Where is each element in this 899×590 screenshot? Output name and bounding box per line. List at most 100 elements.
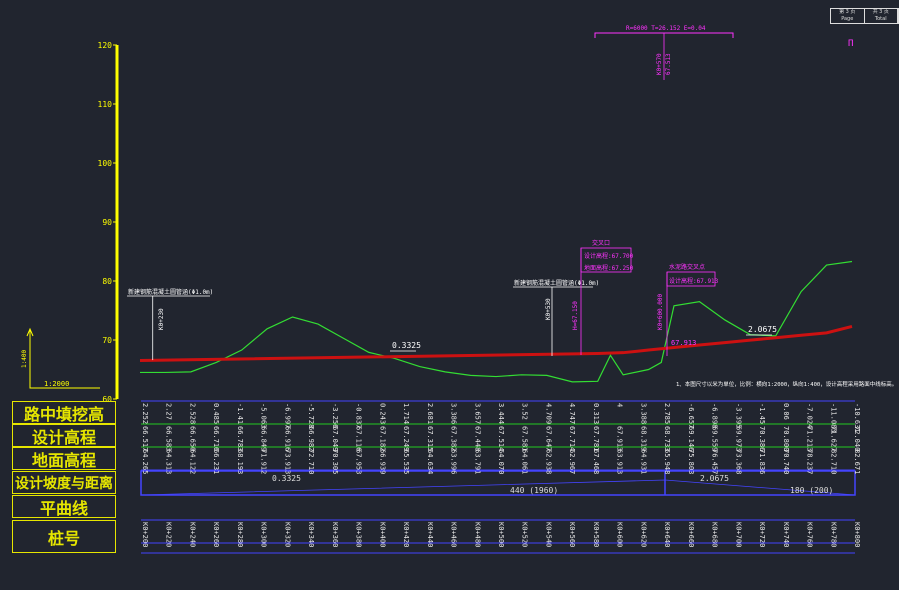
- ground-polyline: [140, 260, 853, 383]
- horizontal-scale-label: 1:2000: [44, 380, 69, 388]
- fill-cut-value: -7.024: [806, 403, 814, 428]
- junction-box: [580, 247, 632, 273]
- ground-elev-value: 62.938: [544, 449, 552, 474]
- fill-cut-value: -6.657: [687, 403, 695, 428]
- axis-tick-label: 100: [98, 159, 113, 168]
- station-label: K0+480: [473, 522, 481, 547]
- seg2-grade: 2.0675: [700, 474, 729, 483]
- bridge2-elev: H=67.150: [572, 301, 579, 330]
- station-label: K0+280: [236, 522, 244, 547]
- ground-elev-value: 78.237: [806, 449, 814, 474]
- design-elev-value: 67.647: [544, 426, 552, 451]
- station-label: K0+520: [521, 522, 529, 547]
- fill-cut-value: 0.313: [592, 403, 600, 424]
- axis-tick-label: 90: [102, 218, 112, 227]
- design-elev-value: 66.916: [283, 426, 291, 451]
- station-label: K0+220: [165, 522, 173, 547]
- scale-arrow: [26, 327, 34, 337]
- vc-marker: Π: [848, 39, 853, 49]
- ground-elev-value: 63.791: [473, 449, 481, 474]
- ground-elev-value: 76.457: [711, 449, 719, 474]
- station-label: K0+760: [806, 522, 814, 547]
- station-label: K0+300: [260, 522, 268, 547]
- design-elev-value: 67.049: [331, 426, 339, 451]
- fill-cut-value: 0.06: [782, 403, 790, 420]
- ground-elev-value: 71.836: [758, 449, 766, 474]
- axis-tick-label: 70: [102, 336, 112, 345]
- design-elev-value: 67.249: [402, 426, 410, 451]
- fill-cut-value: 2.681: [426, 403, 434, 424]
- seg2-length: 180 (200): [790, 486, 833, 495]
- fill-cut-value: 2.528: [188, 403, 196, 424]
- fill-cut-value: -5.063: [260, 403, 268, 428]
- design-elev-value: 72.040: [853, 426, 861, 451]
- grade2-label: 2.0675: [748, 325, 777, 334]
- axis-tick-label: 60: [102, 395, 112, 404]
- station-label: K0+440: [426, 522, 434, 547]
- seg1-grade: 0.3325: [272, 474, 301, 483]
- ground-elev-value: 63.996: [450, 449, 458, 474]
- ground-elev-value: 66.231: [212, 449, 220, 474]
- design-elev-value: 70.800: [782, 426, 790, 451]
- annotations: 新建钢筋混凝土圆管涵(Φ1.0m) K0+230 新建钢筋混凝土圆管涵(Φ1.0m)…: [127, 25, 897, 388]
- fill-cut-value: 1.714: [402, 403, 410, 424]
- ground-elev-value: 82.671: [853, 449, 861, 474]
- design-elev-value: 69.559: [711, 426, 719, 451]
- fill-cut-value: 2.785: [663, 403, 671, 424]
- design-elev-value: 67.315: [426, 426, 434, 451]
- station-label: K0+200: [141, 522, 149, 547]
- station-label: K0+240: [188, 522, 196, 547]
- sheet-total-cell: 共 3 页 Total: [865, 9, 898, 23]
- station-label: K0+340: [307, 522, 315, 547]
- vc-elevation: 67.513: [665, 53, 672, 75]
- fill-cut-value: 3.386: [450, 403, 458, 424]
- ramp-station: K0+600.000: [657, 293, 664, 330]
- drawing-note: 1、本图尺寸以米为单位，比例：横向1:2000，纵向1:400，设计高程采用路面…: [676, 380, 897, 388]
- station-label: K0+360: [331, 522, 339, 547]
- station-label: K0+580: [592, 522, 600, 547]
- design-elev-value: 68.319: [639, 426, 647, 451]
- station-label: K0+740: [782, 522, 790, 547]
- station-label: K0+320: [283, 522, 291, 547]
- design-elev-label: 67.913: [671, 339, 696, 347]
- ramp-title: 水泥路交叉点: [669, 263, 705, 271]
- ground-elev-value: 64.634: [426, 449, 434, 474]
- fill-cut-value: 3.657: [473, 403, 481, 424]
- design-elev-value: 70.386: [758, 426, 766, 451]
- elevation-axis: 120 110 100 90 80 70 60 1:2000 1:400: [21, 41, 119, 404]
- station-label: K0+620: [639, 522, 647, 547]
- design-elev-value: 66.650: [188, 426, 196, 451]
- row-header-station: 桩号: [12, 520, 116, 553]
- fill-cut-value: 4: [616, 403, 624, 407]
- station-label: K0+800: [853, 522, 861, 547]
- fill-cut-value: 0.485: [212, 403, 220, 424]
- fill-cut-value: 0.243: [378, 403, 386, 424]
- vc-station: K0+570: [656, 53, 663, 75]
- station-label: K0+540: [544, 522, 552, 547]
- ground-elev-value: 75.803: [687, 449, 695, 474]
- design-elev-value: 69.146: [687, 426, 695, 451]
- design-line: [139, 324, 853, 363]
- fill-cut-value: -5.728: [307, 403, 315, 428]
- station-label: K0+700: [734, 522, 742, 547]
- station-label: K0+260: [212, 522, 220, 547]
- station-label: K0+560: [568, 522, 576, 547]
- ground-elev-value: 64.070: [497, 449, 505, 474]
- vertical-scale-label: 1:400: [21, 350, 28, 368]
- junction-ground: 地面高程:67.250: [584, 264, 634, 272]
- fill-cut-value: 4.709: [544, 403, 552, 424]
- seg1-length: 440 (1960): [510, 486, 558, 495]
- row-header-curve: 平曲线: [12, 495, 116, 518]
- station-label: K0+500: [497, 522, 505, 547]
- design-elev-value: 67.913: [616, 426, 624, 451]
- design-elev-value: 71.627: [829, 426, 837, 451]
- axis-tick-label: 110: [98, 100, 113, 109]
- ground-elev-value: 64.061: [521, 449, 529, 474]
- design-elev-value: 67.581: [521, 426, 529, 451]
- ground-line: [140, 260, 853, 383]
- station-label: K0+600: [616, 522, 624, 547]
- row-header-fill-cut: 路中填挖高: [12, 401, 116, 424]
- culvert1-label: 新建钢筋混凝土圆管涵(Φ1.0m): [128, 288, 213, 296]
- ground-elev-value: 67.468: [592, 449, 600, 474]
